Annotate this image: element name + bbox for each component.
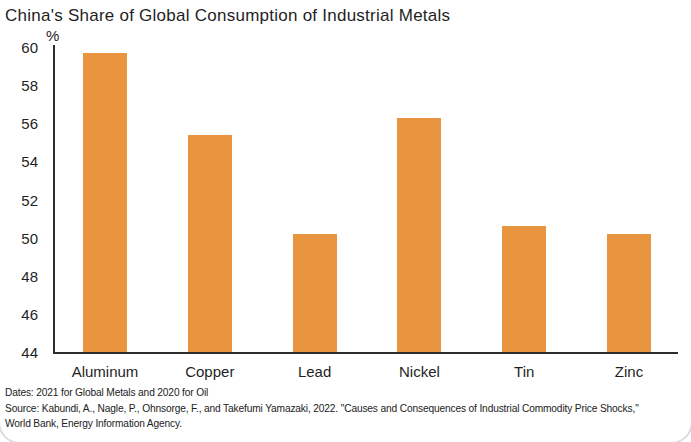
footnote-source: Source: Kabundi, A., Nagle, P., Ohnsorge… — [5, 401, 639, 417]
x-tick-label: Lead — [270, 363, 360, 380]
x-tick-label: Copper — [165, 363, 255, 380]
y-axis-line — [53, 45, 55, 354]
x-tick-label: Nickel — [374, 363, 464, 380]
x-tick-label: Tin — [479, 363, 569, 380]
x-axis-line — [53, 352, 678, 354]
y-tick-label: 54 — [4, 153, 38, 170]
chart-footnotes: Dates: 2021 for Global Metals and 2020 f… — [5, 385, 639, 432]
bar-lead — [293, 234, 337, 352]
y-tick-label: 48 — [4, 268, 38, 285]
bar-aluminum — [83, 53, 127, 352]
y-tick-label: 44 — [4, 344, 38, 361]
y-tick-label: 60 — [4, 39, 38, 56]
bar-tin — [502, 226, 546, 352]
y-tick-label: 52 — [4, 192, 38, 209]
chart-card: China's Share of Global Consumption of I… — [0, 0, 691, 442]
y-tick-label: 46 — [4, 306, 38, 323]
y-tick-label: 58 — [4, 77, 38, 94]
plot-area: 60 58 56 54 52 50 48 46 44 Aluminum Copper Lead Nick… — [0, 0, 691, 442]
bar-nickel — [397, 118, 441, 352]
bar-copper — [188, 135, 232, 352]
y-tick-label: 56 — [4, 115, 38, 132]
x-tick-label: Zinc — [584, 363, 674, 380]
footnote-dates: Dates: 2021 for Global Metals and 2020 f… — [5, 385, 639, 401]
footnote-source-2: World Bank, Energy Information Agency. — [5, 416, 639, 432]
bar-zinc — [607, 234, 651, 352]
x-tick-label: Aluminum — [60, 363, 150, 380]
y-tick-label: 50 — [4, 230, 38, 247]
